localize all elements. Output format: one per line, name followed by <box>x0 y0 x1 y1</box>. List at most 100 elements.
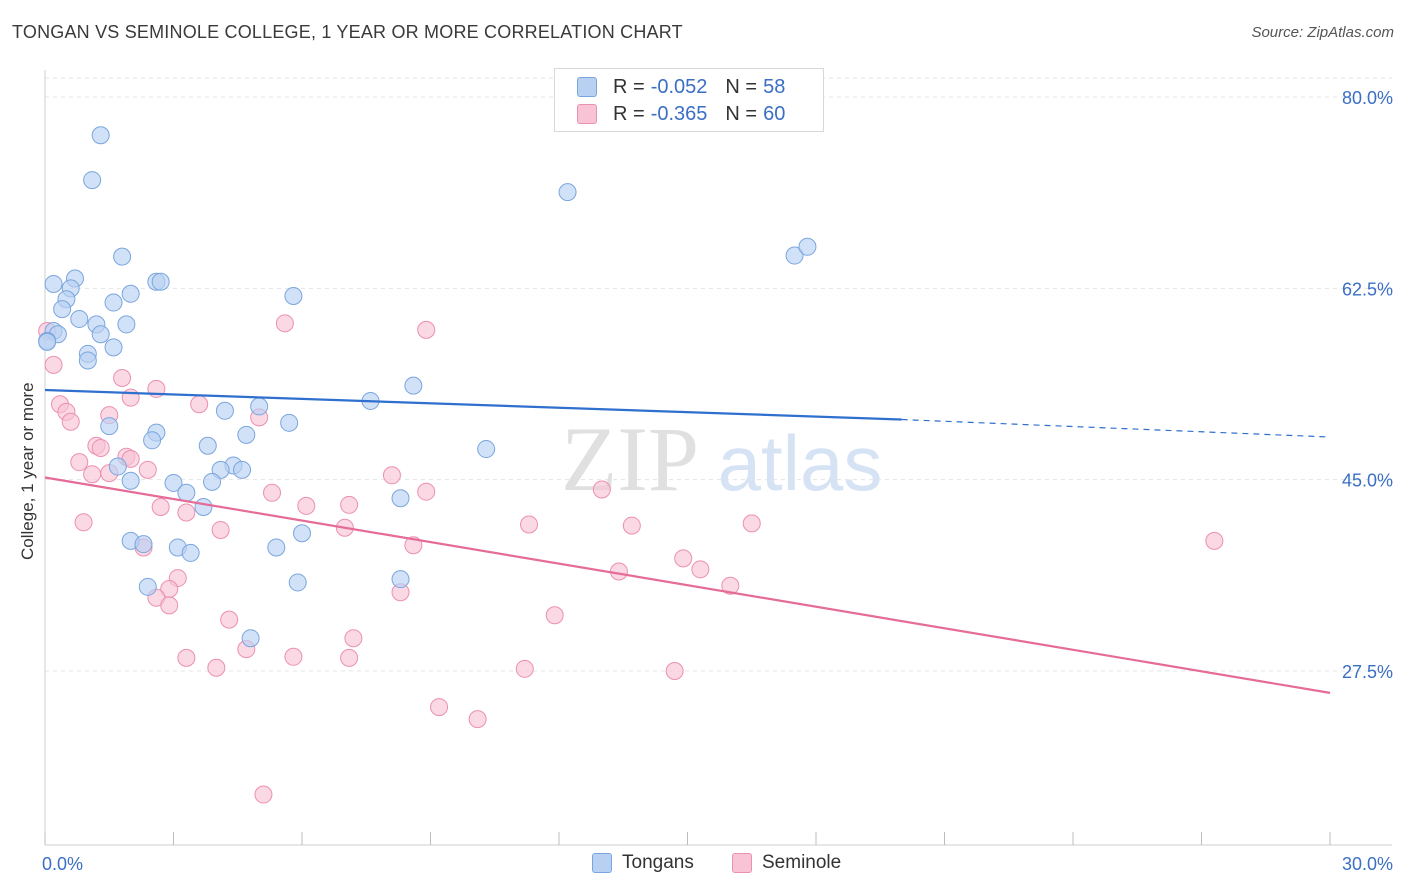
tongans-point <box>798 237 817 256</box>
tongans-point <box>100 417 119 436</box>
legend-r-value: -0.365 <box>650 102 708 125</box>
tongans-point <box>194 498 213 516</box>
series-seminole-points <box>38 314 1224 804</box>
tongans-point <box>104 338 123 357</box>
seminole-point <box>520 515 539 534</box>
seminole-point <box>430 698 449 717</box>
axes <box>44 70 1392 846</box>
tick-labels: 80.0% 62.5% 45.0% 27.5% 0.0% 30.0% <box>42 88 1393 874</box>
chart-title: TONGAN VS SEMINOLE COLLEGE, 1 YEAR OR MO… <box>12 22 683 42</box>
seminole-point <box>83 465 102 484</box>
x-tick-label: 0.0% <box>42 854 83 874</box>
series-legend-swatch-pink <box>732 853 752 873</box>
seminole-point <box>207 658 226 677</box>
seminole-point <box>417 482 436 501</box>
legend-n-label: N = <box>725 102 758 125</box>
tongans-point <box>177 483 196 502</box>
tongans-point <box>143 431 162 450</box>
seminole-point <box>211 520 230 539</box>
tongans-point <box>121 284 140 303</box>
series-legend: Tongans Seminole <box>0 852 1406 878</box>
legend-r-label: R = <box>613 75 645 98</box>
tongans-point <box>53 300 72 319</box>
tongans-point <box>164 473 183 492</box>
legend-swatch-pink <box>577 104 597 124</box>
legend-n-label: N = <box>725 75 758 98</box>
legend-n-value: 58 <box>763 75 786 98</box>
seminole-point <box>674 549 693 568</box>
seminole-point <box>254 785 273 804</box>
seminole-point <box>74 513 93 532</box>
tongans-point <box>404 376 423 395</box>
seminole-point <box>220 610 239 629</box>
chart-source: Source: ZipAtlas.com <box>1251 24 1394 41</box>
seminole-point <box>190 395 209 414</box>
seminole-point <box>609 562 628 581</box>
tongans-point <box>83 171 102 190</box>
tongans-point <box>181 543 200 562</box>
tongans-point <box>284 286 303 305</box>
seminole-point <box>340 648 359 667</box>
legend-r-value: -0.052 <box>650 75 708 98</box>
series-legend-swatch-blue <box>592 853 612 873</box>
tongans-point <box>293 524 311 543</box>
series-legend-seminole: Seminole <box>732 852 841 874</box>
legend-row-tongans: R = -0.052 N = 58 <box>577 74 785 100</box>
tongans-point <box>151 272 170 291</box>
seminole-point <box>70 453 89 472</box>
legend-swatch-blue <box>577 77 597 97</box>
tongans-point <box>108 457 127 476</box>
seminole-point <box>297 496 316 515</box>
seminole-point <box>177 503 196 522</box>
seminole-point <box>160 596 179 615</box>
tongans-point <box>91 325 110 344</box>
seminole-point <box>417 320 436 339</box>
tongans-point <box>477 440 496 459</box>
seminole-point <box>1205 531 1224 550</box>
legend-r-label: R = <box>613 102 645 125</box>
tongans-point <box>558 183 577 202</box>
tongans-point <box>233 460 252 479</box>
seminole-point <box>91 438 110 457</box>
legend-n-value: 60 <box>763 102 786 125</box>
y-tick-label: 27.5% <box>1342 662 1393 682</box>
x-tick-label: 30.0% <box>1342 854 1393 874</box>
watermark-atlas: atlas <box>718 419 883 507</box>
y-tick-label: 80.0% <box>1342 88 1393 108</box>
seminole-point <box>382 466 401 485</box>
seminole-point <box>515 659 534 678</box>
tongans-point <box>70 309 89 328</box>
tongans-point <box>785 246 804 265</box>
seminole-point <box>61 412 80 431</box>
tongans-point <box>198 436 217 455</box>
seminole-point <box>340 495 359 514</box>
seminole-point <box>177 648 196 667</box>
series-tongans-points <box>38 126 817 648</box>
tongans-point <box>250 397 269 416</box>
series-legend-label: Seminole <box>762 852 842 873</box>
seminole-point <box>691 560 710 579</box>
seminole-point <box>113 368 132 387</box>
seminole-point <box>263 483 282 502</box>
legend-row-seminole: R = -0.365 N = 60 <box>577 101 785 127</box>
series-legend-label: Tongans <box>622 852 694 873</box>
tongans-point <box>121 471 140 490</box>
seminole-point <box>275 314 294 333</box>
seminole-point <box>721 576 740 595</box>
seminole-point <box>742 514 761 533</box>
y-tick-label: 62.5% <box>1342 279 1393 299</box>
tongans-point <box>280 413 299 432</box>
tongans-point <box>237 425 256 444</box>
correlation-legend: R = -0.052 N = 58 R = -0.365 N = 60 <box>554 68 824 132</box>
gridlines <box>45 77 1392 672</box>
seminole-point <box>545 606 564 625</box>
seminole-point <box>138 460 157 479</box>
tongans-point <box>288 573 307 592</box>
watermark-zip: ZIP <box>561 408 699 510</box>
y-tick-label: 45.0% <box>1342 471 1393 491</box>
seminole-point <box>665 662 684 680</box>
seminole-point <box>44 355 63 374</box>
seminole-point <box>468 710 487 729</box>
tongans-point <box>267 538 286 557</box>
